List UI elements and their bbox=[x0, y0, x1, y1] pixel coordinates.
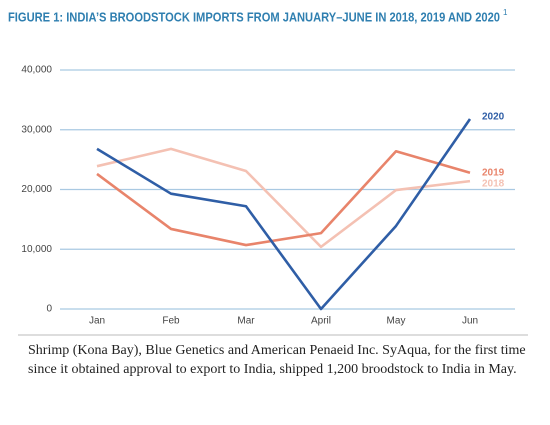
series-label: 2019 bbox=[482, 167, 505, 178]
caption: Shrimp (Kona Bay), Blue Genetics and Ame… bbox=[28, 343, 526, 377]
y-tick-label: 40,000 bbox=[21, 65, 52, 76]
series-line bbox=[96, 118, 472, 311]
series-line bbox=[96, 147, 471, 249]
y-tick-label: 30,000 bbox=[21, 124, 52, 135]
x-tick-label: April bbox=[311, 316, 331, 327]
y-tick-label: 10,000 bbox=[21, 244, 52, 255]
x-tick-label: Mar bbox=[237, 316, 255, 327]
y-tick-label: 20,000 bbox=[21, 184, 52, 195]
x-tick-label: May bbox=[387, 316, 406, 327]
x-tick-label: Feb bbox=[162, 316, 180, 327]
x-tick-label: Jan bbox=[89, 316, 105, 327]
series-label: 2020 bbox=[482, 112, 505, 123]
x-tick-label: Jun bbox=[462, 316, 478, 327]
chart-title: FIGURE 1: INDIA’S BROODSTOCK IMPORTS FRO… bbox=[8, 9, 500, 24]
title-note: 1 bbox=[503, 8, 508, 17]
series-line bbox=[96, 149, 471, 247]
series-label: 2018 bbox=[482, 178, 505, 189]
y-tick-label: 0 bbox=[46, 304, 52, 315]
